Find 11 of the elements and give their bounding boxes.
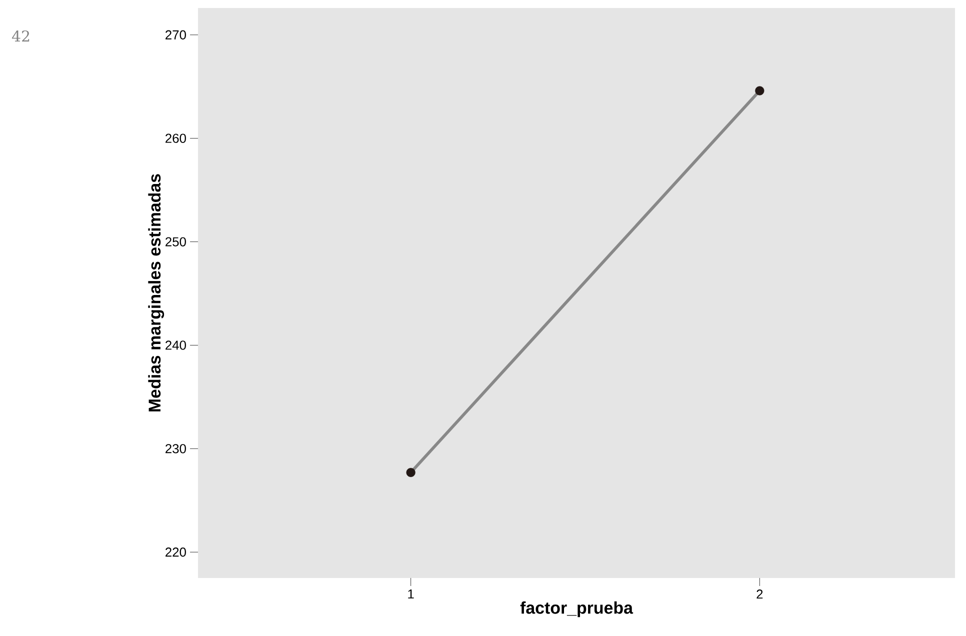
y-tick-label: 250 [166,237,186,246]
x-axis-title: factor_prueba [520,601,634,618]
text: 42 [12,30,30,42]
y-tick-label: 270 [166,30,186,40]
y-tick-label: 240 [166,340,186,350]
y-tick-label: 260 [166,134,186,143]
y-axis-title: Medias marginales estimadas [148,174,164,412]
y-tick-label: 230 [166,444,186,454]
x-tick-label: 1 [408,590,414,598]
y-tick-label: 220 [166,548,186,557]
x-tick-label: 2 [756,590,763,599]
